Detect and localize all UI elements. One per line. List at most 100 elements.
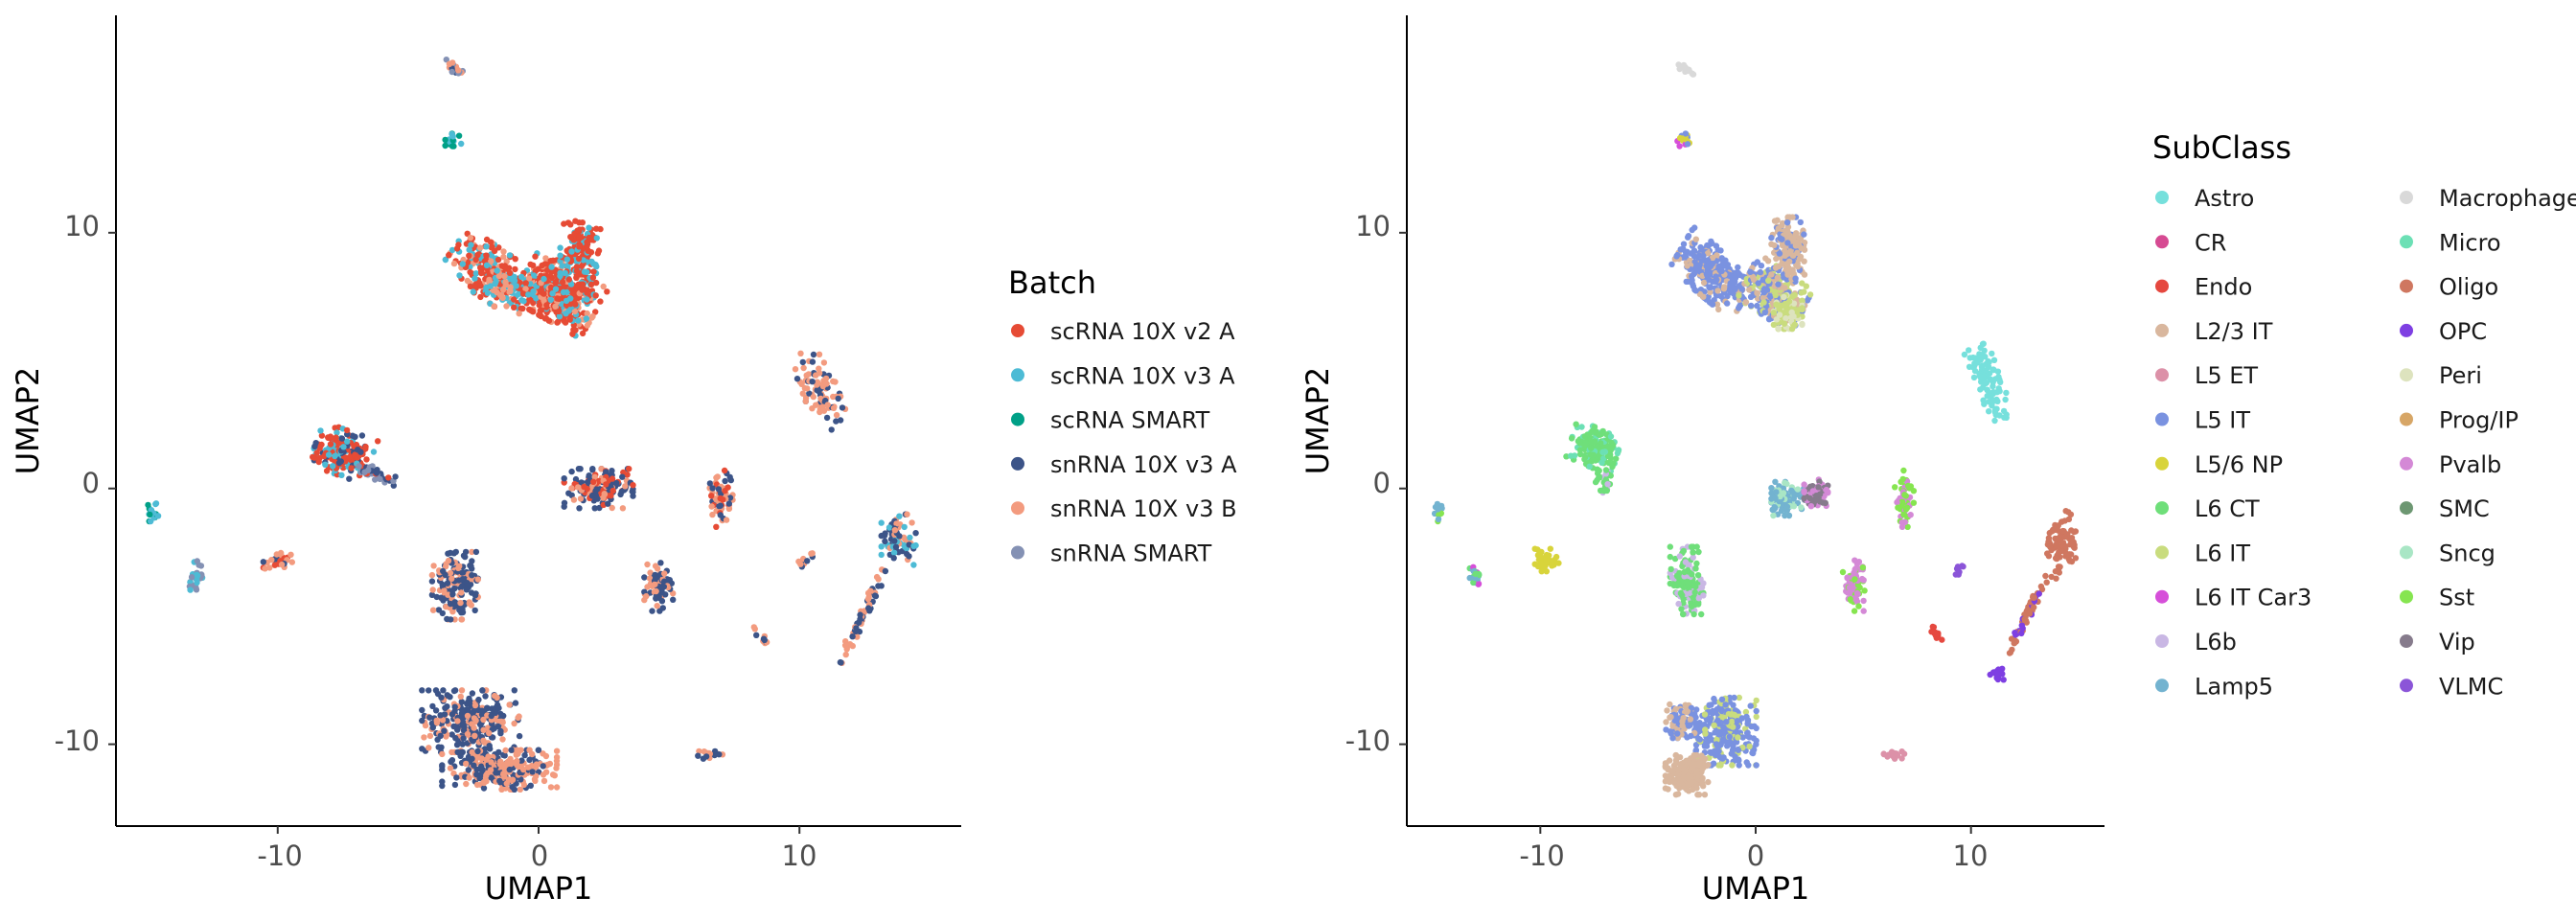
data-point [1767,293,1774,300]
data-point [443,57,449,63]
data-point [1751,723,1758,729]
data-point [1760,276,1766,284]
data-point [1614,449,1622,457]
data-point [268,557,275,564]
data-point [561,475,567,482]
data-point [1706,702,1713,708]
data-point [1681,568,1688,576]
legend-label: snRNA 10X v3 B [1050,495,1237,522]
data-point [1698,610,1705,618]
data-point [448,68,455,76]
data-point [1785,265,1792,273]
data-point [1777,302,1783,309]
data-point [439,750,446,758]
data-point [1801,494,1807,502]
data-point [1748,302,1755,310]
data-point [1980,397,1987,403]
data-point [1604,443,1612,449]
data-point [2031,604,2037,610]
data-point [472,592,479,599]
data-point [527,261,534,268]
data-point [630,493,636,499]
data-point [472,270,479,277]
data-point [1690,247,1698,254]
data-point [810,393,816,401]
data-point [605,500,611,507]
data-point [515,714,521,722]
data-point [2053,575,2059,582]
data-point [1676,134,1684,142]
data-point [2062,508,2069,515]
data-point [1766,315,1773,322]
data-point [725,500,732,507]
data-point [1747,268,1754,275]
data-point [593,235,600,242]
data-point [2072,555,2080,562]
data-point [1547,545,1554,552]
data-point [1892,484,1898,491]
data-point [1711,722,1717,728]
data-point [886,524,893,531]
data-point [489,734,496,741]
data-point [1899,475,1906,483]
data-point [495,272,503,280]
data-point [1578,424,1585,430]
data-point [148,518,154,525]
data-point [504,759,511,766]
data-point [708,493,715,499]
data-point [1823,486,1830,494]
data-point [1753,707,1760,715]
data-point [365,467,372,473]
legend-swatch [1011,412,1024,426]
data-point [1860,608,1867,614]
data-point [567,221,574,228]
data-point [604,288,610,295]
data-point [1792,275,1799,282]
data-point [1675,600,1682,608]
data-point [463,706,471,713]
data-point [586,224,592,231]
data-point [1880,750,1888,758]
data-point [1692,236,1700,242]
data-point [1773,316,1781,323]
data-point [194,572,201,579]
data-point [824,402,831,408]
data-point [912,530,919,537]
data-point [1852,557,1858,564]
data-point [552,286,560,292]
data-point [1783,219,1791,226]
data-point [472,717,479,724]
data-point [1713,273,1719,280]
data-point [555,318,562,325]
data-point [429,607,437,613]
data-point [1775,281,1782,288]
data-point [816,351,823,357]
legend-swatch [1011,501,1024,516]
data-point [444,580,451,586]
data-point [1697,243,1704,251]
data-point [372,476,379,483]
legend-swatch [1011,456,1024,471]
data-point [565,276,572,283]
data-point [1687,257,1693,264]
data-point [260,559,266,565]
data-point [1757,268,1764,276]
data-point [483,284,490,291]
data-point [809,358,816,365]
data-point [1753,762,1760,769]
data-point [474,576,481,583]
data-point [1700,252,1707,260]
data-point [500,253,507,261]
data-point [814,381,820,388]
data-point [448,575,455,583]
data-point [338,472,345,478]
data-point [1898,498,1906,505]
data-point [2000,677,2007,683]
data-point [1806,291,1814,298]
data-point [357,448,364,455]
data-point [494,267,500,274]
data-point [439,582,447,588]
data-point [1900,467,1907,474]
data-point [486,729,493,737]
data-point [1435,516,1442,522]
